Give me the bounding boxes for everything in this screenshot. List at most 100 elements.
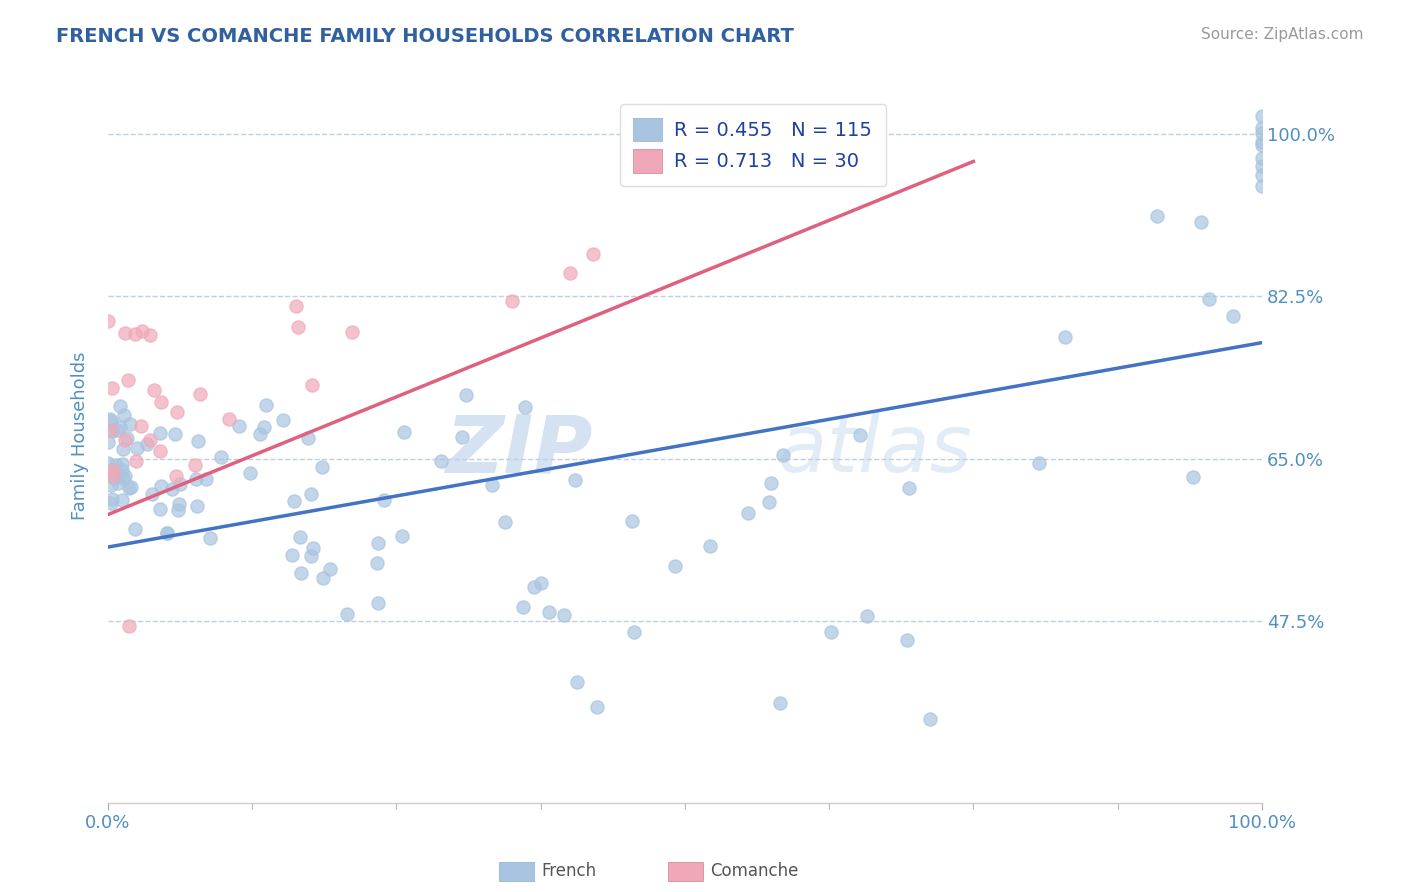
Point <box>392 425 415 439</box>
Point <box>101 381 124 395</box>
Point <box>149 501 172 516</box>
Point <box>101 492 124 507</box>
Point <box>772 448 794 462</box>
Point <box>340 326 363 340</box>
Point <box>1251 109 1274 123</box>
Point <box>501 293 523 308</box>
Point <box>101 463 124 477</box>
Point <box>131 324 153 338</box>
Point <box>664 559 686 574</box>
Point <box>100 478 122 492</box>
Point <box>283 494 305 508</box>
Point <box>1251 169 1274 183</box>
Point <box>149 395 172 409</box>
Point <box>582 247 605 261</box>
Point <box>111 463 134 477</box>
Point <box>141 487 163 501</box>
Point <box>239 466 262 480</box>
Point <box>209 450 232 464</box>
Y-axis label: Family Households: Family Households <box>72 351 89 520</box>
Point <box>156 526 179 541</box>
Point <box>737 506 759 520</box>
Point <box>391 529 413 543</box>
Text: atlas: atlas <box>778 411 972 489</box>
Text: ZIP: ZIP <box>446 411 593 489</box>
Point <box>166 405 188 419</box>
Point <box>118 481 141 495</box>
Point <box>285 299 308 313</box>
Point <box>143 383 166 397</box>
Point <box>127 442 149 456</box>
Point <box>454 388 477 402</box>
Point <box>115 431 138 445</box>
Point <box>103 471 125 485</box>
Point <box>290 566 312 581</box>
Point <box>1028 456 1050 470</box>
Point <box>100 463 122 477</box>
Point <box>366 556 388 570</box>
Point <box>849 428 872 442</box>
Point <box>1146 209 1168 223</box>
Point <box>1054 330 1077 344</box>
Point <box>188 386 211 401</box>
Point <box>111 471 134 485</box>
Point <box>112 408 135 422</box>
Point <box>1251 151 1274 165</box>
Point <box>1251 179 1274 194</box>
Point <box>565 675 588 690</box>
Point <box>101 424 124 438</box>
Point <box>896 632 918 647</box>
Point <box>107 475 129 490</box>
Point <box>249 427 271 442</box>
Point <box>553 607 575 622</box>
Text: French: French <box>541 863 596 880</box>
Point <box>898 481 921 495</box>
Point <box>167 503 190 517</box>
Point <box>198 531 221 545</box>
Point <box>450 429 472 443</box>
Point <box>108 399 131 413</box>
Point <box>621 514 644 528</box>
Text: Source: ZipAtlas.com: Source: ZipAtlas.com <box>1201 27 1364 42</box>
Point <box>302 541 325 555</box>
Point <box>297 431 319 445</box>
Point <box>367 536 389 550</box>
Point <box>117 372 139 386</box>
Point <box>1222 310 1244 324</box>
Point <box>105 423 128 437</box>
Point <box>856 609 879 624</box>
Point <box>311 459 333 474</box>
Point <box>139 434 162 448</box>
Point <box>699 539 721 553</box>
Point <box>111 493 134 508</box>
Point <box>149 479 172 493</box>
Point <box>299 486 322 500</box>
Point <box>183 458 205 472</box>
Point <box>759 475 782 490</box>
Point <box>558 266 581 280</box>
Point <box>139 328 162 343</box>
Point <box>537 605 560 619</box>
Point <box>280 548 302 562</box>
Point <box>301 378 323 392</box>
Point <box>429 454 451 468</box>
Point <box>129 418 152 433</box>
Point <box>169 477 191 491</box>
Point <box>100 414 122 428</box>
Point <box>228 418 250 433</box>
Point <box>186 500 208 514</box>
Point <box>100 496 122 510</box>
Point <box>97 435 120 450</box>
Point <box>564 473 586 487</box>
Point <box>253 420 276 434</box>
Point <box>156 525 179 540</box>
Point <box>1251 160 1274 174</box>
Point <box>111 457 134 471</box>
Point <box>1251 135 1274 149</box>
Point <box>1189 215 1212 229</box>
Point <box>114 468 136 483</box>
Point <box>114 326 136 341</box>
Point <box>125 454 148 468</box>
Point <box>312 571 335 585</box>
Point <box>124 522 146 536</box>
